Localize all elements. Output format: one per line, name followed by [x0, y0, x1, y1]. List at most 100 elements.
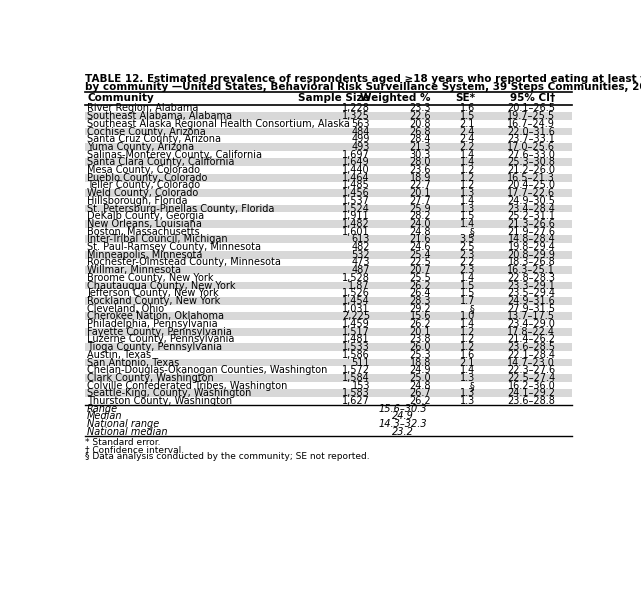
- Text: 21.4–26.2: 21.4–26.2: [507, 335, 555, 344]
- Text: 28.0: 28.0: [410, 157, 431, 167]
- Text: 1.6: 1.6: [460, 104, 475, 113]
- Text: § Data analysis conducted by the community; SE not reported.: § Data analysis conducted by the communi…: [85, 452, 369, 461]
- Bar: [85, 220, 572, 228]
- Bar: [85, 374, 572, 382]
- Text: 21.9–27.6: 21.9–27.6: [507, 226, 555, 237]
- Text: Median: Median: [87, 411, 122, 421]
- Text: 24.1–29.2: 24.1–29.2: [507, 388, 555, 399]
- Text: 26.2: 26.2: [410, 281, 431, 291]
- Text: DeKalb County, Georgia: DeKalb County, Georgia: [87, 211, 204, 221]
- Text: New Orleans, Louisiana: New Orleans, Louisiana: [87, 219, 202, 229]
- Text: 21.3–26.6: 21.3–26.6: [508, 219, 555, 229]
- Text: 2.1: 2.1: [460, 358, 475, 368]
- Text: 1.3: 1.3: [460, 203, 475, 214]
- Text: Colville Confederated Tribes, Washington: Colville Confederated Tribes, Washington: [87, 380, 287, 391]
- Text: Cochise County, Arizona: Cochise County, Arizona: [87, 126, 206, 137]
- Text: 2.3: 2.3: [460, 265, 475, 275]
- Text: 25.2–31.1: 25.2–31.1: [507, 211, 555, 221]
- Text: 1.2: 1.2: [460, 342, 475, 352]
- Bar: [85, 128, 572, 135]
- Text: 20.8: 20.8: [410, 119, 431, 129]
- Bar: [85, 205, 572, 213]
- Bar: [85, 189, 572, 197]
- Text: 1,583: 1,583: [342, 388, 370, 399]
- Text: 487: 487: [351, 265, 370, 275]
- Text: 1,440: 1,440: [342, 165, 370, 175]
- Text: 13.7–17.5: 13.7–17.5: [507, 311, 555, 321]
- Text: 20.4–25.0: 20.4–25.0: [507, 181, 555, 190]
- Text: 20.7: 20.7: [410, 265, 431, 275]
- Bar: [85, 113, 572, 120]
- Text: 20.1–26.5: 20.1–26.5: [507, 104, 555, 113]
- Text: 24.9: 24.9: [410, 365, 431, 375]
- Text: 25.3–30.8: 25.3–30.8: [508, 157, 555, 167]
- Text: River Region, Alabama: River Region, Alabama: [87, 104, 199, 113]
- Text: 28.2: 28.2: [410, 211, 431, 221]
- Text: Santa Clara County, California: Santa Clara County, California: [87, 157, 235, 167]
- Text: 17.0–25.6: 17.0–25.6: [507, 142, 555, 152]
- Text: National median: National median: [87, 427, 167, 437]
- Text: 1,517: 1,517: [342, 327, 370, 337]
- Text: 19.8–29.4: 19.8–29.4: [508, 242, 555, 252]
- Text: 24.9–30.5: 24.9–30.5: [508, 196, 555, 206]
- Text: 2.3: 2.3: [460, 250, 475, 259]
- Text: 23.4–28.4: 23.4–28.4: [508, 203, 555, 214]
- Text: 1.2: 1.2: [460, 173, 475, 183]
- Text: 499: 499: [352, 134, 370, 144]
- Text: St. Petersburg-Pinellas County, Florida: St. Petersburg-Pinellas County, Florida: [87, 203, 274, 214]
- Text: 22.3–27.6: 22.3–27.6: [507, 365, 555, 375]
- Text: 1,572: 1,572: [342, 365, 370, 375]
- Text: 1.2: 1.2: [460, 327, 475, 337]
- Text: Teller County, Colorado: Teller County, Colorado: [87, 181, 200, 190]
- Text: Clark County, Washington: Clark County, Washington: [87, 373, 214, 383]
- Text: 3.5: 3.5: [460, 234, 475, 244]
- Text: 23.4–29.0: 23.4–29.0: [508, 319, 555, 329]
- Text: 1.6: 1.6: [460, 350, 475, 360]
- Text: Hillsborough, Florida: Hillsborough, Florida: [87, 196, 188, 206]
- Text: 1.7: 1.7: [460, 296, 475, 306]
- Text: 1.3: 1.3: [460, 188, 475, 198]
- Text: 1.5: 1.5: [460, 111, 475, 121]
- Text: 20.1: 20.1: [410, 327, 431, 337]
- Text: 18.8: 18.8: [410, 358, 431, 368]
- Text: 482: 482: [351, 242, 370, 252]
- Text: 24.6: 24.6: [410, 242, 431, 252]
- Bar: [85, 359, 572, 367]
- Text: Mesa County, Colorado: Mesa County, Colorado: [87, 165, 200, 175]
- Text: 1.4: 1.4: [460, 319, 475, 329]
- Text: Philadelphia, Pennsylvania: Philadelphia, Pennsylvania: [87, 319, 218, 329]
- Text: 1,584: 1,584: [342, 373, 370, 383]
- Text: 1,481: 1,481: [342, 335, 370, 344]
- Text: 1,459: 1,459: [342, 319, 370, 329]
- Text: 1.4: 1.4: [460, 365, 475, 375]
- Text: Community: Community: [87, 93, 154, 104]
- Text: TABLE 12. Estimated prevalence of respondents aged ≥18 years who reported eating: TABLE 12. Estimated prevalence of respon…: [85, 74, 641, 84]
- Text: 26.0: 26.0: [410, 342, 431, 352]
- Text: 95% CI†: 95% CI†: [510, 93, 555, 104]
- Text: by community —United States, Behavioral Risk Surveillance System, 39 Steps Commu: by community —United States, Behavioral …: [85, 82, 641, 92]
- Text: 26.2: 26.2: [410, 319, 431, 329]
- Bar: [85, 297, 572, 305]
- Text: 153: 153: [351, 380, 370, 391]
- Text: Southeast Alabama, Alabama: Southeast Alabama, Alabama: [87, 111, 232, 121]
- Text: Tioga County, Pennsylvania: Tioga County, Pennsylvania: [87, 342, 222, 352]
- Text: 14.3–32.3: 14.3–32.3: [379, 419, 427, 429]
- Text: Rochester-Olmstead County, Minnesota: Rochester-Olmstead County, Minnesota: [87, 258, 281, 267]
- Text: 563: 563: [351, 119, 370, 129]
- Text: 1,228: 1,228: [342, 104, 370, 113]
- Text: Minneapolis, Minnesota: Minneapolis, Minnesota: [87, 250, 203, 259]
- Text: 2.1: 2.1: [460, 119, 475, 129]
- Text: 28.3: 28.3: [410, 296, 431, 306]
- Text: Broome County, New York: Broome County, New York: [87, 273, 213, 283]
- Bar: [85, 251, 572, 259]
- Bar: [85, 343, 572, 351]
- Text: §: §: [470, 226, 475, 237]
- Text: 1,697: 1,697: [342, 150, 370, 160]
- Text: 22.5–27.4: 22.5–27.4: [507, 373, 555, 383]
- Bar: [85, 328, 572, 335]
- Text: 24.9: 24.9: [392, 411, 414, 421]
- Text: 1,586: 1,586: [342, 350, 370, 360]
- Text: 27.7: 27.7: [409, 196, 431, 206]
- Text: SE*: SE*: [455, 93, 475, 104]
- Text: 1,601: 1,601: [342, 226, 370, 237]
